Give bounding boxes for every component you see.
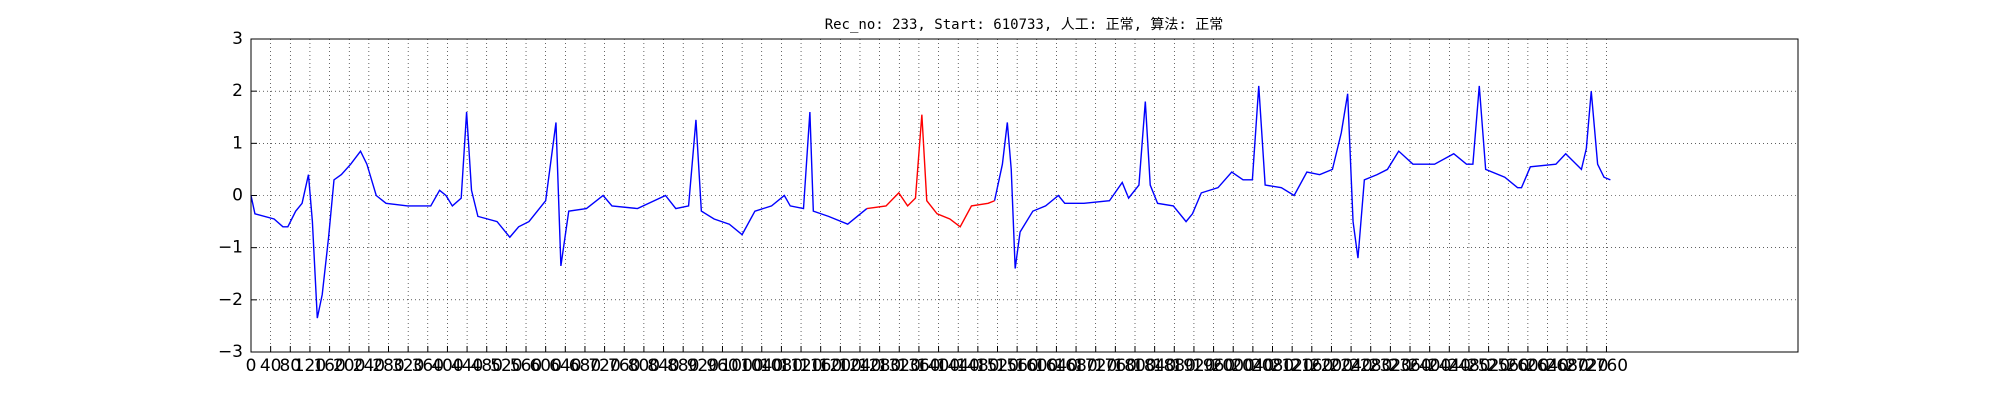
- x-tick-label: 560: [510, 356, 542, 376]
- x-tick-label: 1520: [976, 356, 1019, 376]
- x-tick-label: 2440: [1428, 356, 1471, 376]
- y-tick-label: −3: [218, 342, 243, 362]
- x-tick-label: 2640: [1526, 356, 1569, 376]
- x-tick-label: 1760: [1094, 356, 1137, 376]
- x-tick-label: 1720: [1074, 356, 1117, 376]
- x-tick-label: 2000: [1212, 356, 1255, 376]
- x-tick-label: 960: [706, 356, 738, 376]
- x-tick-label: 2040: [1231, 356, 1274, 376]
- x-tick-label: 360: [412, 356, 444, 376]
- x-tick-label: 1280: [858, 356, 901, 376]
- x-tick-label: 680: [569, 356, 601, 376]
- x-tick-label: 1920: [1172, 356, 1215, 376]
- x-tick-label: 480: [471, 356, 503, 376]
- x-tick-label: 1880: [1153, 356, 1196, 376]
- x-tick-label: 2240: [1329, 356, 1372, 376]
- x-tick-label: 720: [588, 356, 620, 376]
- x-tick-label: 2200: [1310, 356, 1353, 376]
- x-tick-label: 760: [608, 356, 640, 376]
- x-tick-label: 1440: [937, 356, 980, 376]
- x-tick-label: 2400: [1408, 356, 1451, 376]
- x-tick-label: 2680: [1546, 356, 1589, 376]
- x-tick-label: 2360: [1388, 356, 1431, 376]
- x-tick-label: 320: [392, 356, 424, 376]
- x-tick-label: 2600: [1506, 356, 1549, 376]
- x-tick-label: 880: [667, 356, 699, 376]
- x-tick-label: 1360: [897, 356, 940, 376]
- x-tick-label: 400: [431, 356, 463, 376]
- x-tick-label: 1400: [917, 356, 960, 376]
- x-tick-label: 520: [490, 356, 522, 376]
- x-tick-label: 240: [353, 356, 385, 376]
- x-tick-label: 2080: [1251, 356, 1294, 376]
- x-tick-label: 1560: [996, 356, 1039, 376]
- y-tick-label: 2: [232, 81, 243, 101]
- x-tick-label: 840: [647, 356, 679, 376]
- x-tick-label: 40: [260, 356, 282, 376]
- x-tick-label: 1240: [838, 356, 881, 376]
- x-tick-label: 2120: [1271, 356, 1314, 376]
- x-tick-label: 1600: [1015, 356, 1058, 376]
- x-tick-label: 1040: [740, 356, 783, 376]
- x-tick-label: 1640: [1035, 356, 1078, 376]
- x-tick-label: 640: [549, 356, 581, 376]
- x-tick-label: 1200: [819, 356, 862, 376]
- x-tick-label: 800: [628, 356, 660, 376]
- x-tick-label: 80: [279, 356, 301, 376]
- y-tick-label: −1: [218, 238, 243, 258]
- x-tick-label: 1840: [1133, 356, 1176, 376]
- x-tick-label: 1800: [1113, 356, 1156, 376]
- ecg-line: [866, 114, 995, 228]
- y-tick-label: 3: [232, 29, 243, 49]
- plot-frame: [250, 38, 1799, 353]
- x-tick-label: 440: [451, 356, 483, 376]
- y-tick-label: 0: [232, 186, 243, 206]
- x-tick-label: 1960: [1192, 356, 1235, 376]
- x-tick-label: 1680: [1054, 356, 1097, 376]
- chart-title: Rec_no: 233, Start: 610733, 人工: 正常, 算法: …: [825, 17, 1224, 33]
- x-tick-label: 2720: [1565, 356, 1608, 376]
- x-tick-label: 200: [333, 356, 365, 376]
- x-tick-label: 2760: [1585, 356, 1628, 376]
- x-tick-label: 0: [246, 356, 257, 376]
- x-tick-label: 160: [313, 356, 345, 376]
- x-tick-label: 1480: [956, 356, 999, 376]
- ecg-line: [250, 85, 1611, 319]
- x-tick-label: 2560: [1487, 356, 1530, 376]
- x-tick-label: 280: [372, 356, 404, 376]
- x-tick-label: 120: [294, 356, 326, 376]
- x-tick-label: 2160: [1290, 356, 1333, 376]
- x-tick-label: 2520: [1467, 356, 1510, 376]
- x-tick-label: 920: [687, 356, 719, 376]
- x-tick-label: 1080: [760, 356, 803, 376]
- x-tick-label: 2320: [1369, 356, 1412, 376]
- y-tick-label: −2: [218, 290, 243, 310]
- x-tick-label: 2480: [1447, 356, 1490, 376]
- x-tick-label: 2280: [1349, 356, 1392, 376]
- x-tick-label: 600: [529, 356, 561, 376]
- x-tick-label: 1320: [878, 356, 921, 376]
- x-tick-label: 1000: [720, 356, 763, 376]
- x-tick-label: 1120: [779, 356, 822, 376]
- x-tick-label: 1160: [799, 356, 842, 376]
- y-tick-label: 1: [232, 133, 243, 153]
